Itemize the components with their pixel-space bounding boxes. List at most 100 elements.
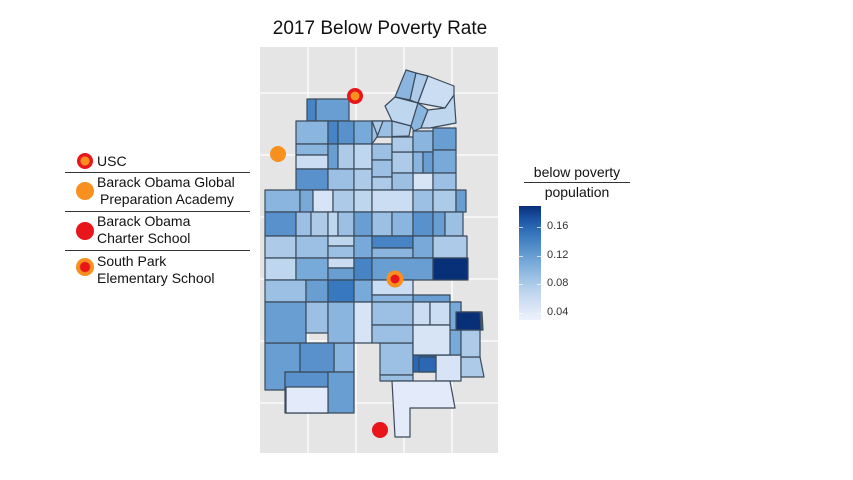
census-tract: [444, 211, 464, 237]
census-tract: [315, 98, 350, 122]
census-tract: [333, 342, 355, 373]
census-tract: [327, 143, 339, 170]
census-tract: [432, 127, 457, 151]
legend-label-line2: Preparation Academy: [100, 191, 234, 207]
colorbar-title-divider: [524, 182, 630, 183]
census-tract: [327, 267, 355, 281]
census-tract: [371, 324, 414, 344]
census-tract: [299, 189, 314, 213]
legend-label-line2: Charter School: [97, 230, 191, 246]
census-tract: [295, 120, 329, 145]
census-tract: [353, 301, 373, 344]
legend-label-line1: USC: [97, 153, 127, 169]
legend-divider: [65, 172, 250, 173]
census-tract: [353, 279, 373, 303]
usc-marker-icon: [77, 153, 93, 169]
legend-label-line1: Barack Obama: [97, 213, 191, 229]
global-prep-marker: [270, 146, 286, 162]
census-tract: [264, 257, 297, 281]
census-tract: [353, 235, 373, 259]
census-tract: [432, 149, 457, 174]
census-tract: [455, 189, 467, 213]
census-tract: [371, 176, 393, 191]
census-tract: [371, 211, 393, 237]
census-tract: [412, 130, 434, 153]
census-tract: [435, 354, 462, 382]
census-tract: [432, 235, 468, 259]
census-tract: [327, 301, 355, 344]
census-tract: [337, 143, 355, 170]
census-tract: [412, 211, 434, 237]
census-tract: [305, 301, 329, 334]
census-tract: [429, 301, 451, 326]
legend-divider: [65, 211, 250, 212]
census-tract: [299, 342, 335, 373]
census-tract: [371, 301, 414, 326]
charter-school-marker: [372, 422, 388, 438]
census-tract: [371, 235, 414, 249]
census-tract: [332, 189, 355, 213]
legend-label-line1: South Park: [97, 253, 167, 269]
census-tract: [327, 120, 339, 145]
colorbar-tick-label: 0.12: [547, 248, 569, 261]
census-tract: [455, 311, 482, 331]
census-tract: [295, 211, 312, 237]
colorbar-tick-mark: [537, 255, 541, 257]
south-park-marker-icon: [76, 258, 94, 276]
census-tract: [306, 98, 317, 122]
census-tract: [371, 159, 393, 178]
census-tract: [460, 356, 485, 378]
census-tract: [391, 172, 414, 191]
census-tract: [412, 151, 424, 174]
census-tract: [264, 211, 297, 237]
census-tract: [295, 154, 329, 170]
census-tract: [295, 168, 329, 191]
census-tract: [412, 189, 434, 213]
census-tract: [327, 168, 355, 191]
colorbar-tick-label: 0.08: [547, 277, 569, 290]
colorbar-tick-mark: [519, 255, 523, 257]
colorbar-title-line2: population: [544, 184, 610, 200]
census-tract: [353, 257, 373, 281]
census-tract: [327, 235, 355, 247]
census-tract: [432, 189, 457, 213]
legend-divider: [65, 250, 250, 251]
census-tract: [327, 371, 355, 414]
colorbar-tick-mark: [519, 227, 523, 229]
census-tract: [391, 211, 414, 237]
census-tract: [371, 294, 414, 303]
colorbar-tick-mark: [537, 227, 541, 229]
census-tract: [353, 189, 373, 213]
census-tract: [418, 356, 437, 373]
census-tract: [432, 257, 469, 281]
census-tract: [353, 143, 373, 170]
census-tracts: [264, 69, 485, 438]
school-markers: [270, 88, 404, 438]
colorbar: [519, 206, 541, 320]
map-title: 2017 Below Poverty Rate: [272, 18, 488, 39]
census-tract: [285, 386, 329, 414]
census-tract: [371, 189, 414, 213]
census-tract: [379, 374, 414, 382]
legend-label-line1: Barack Obama Global: [97, 174, 235, 190]
points-legend: USC Barack Obama Global Preparation Acad…: [0, 0, 260, 480]
census-tract: [295, 257, 329, 281]
census-tract: [391, 151, 414, 174]
census-tract: [353, 168, 373, 191]
colorbar-tick-label: 0.16: [547, 220, 569, 233]
legend-label-line2: Elementary School: [97, 270, 215, 286]
colorbar-tick-mark: [519, 284, 523, 286]
legend-item-south-park: South Park Elementary School: [97, 253, 215, 287]
census-tract: [264, 301, 307, 344]
census-tract: [412, 301, 431, 326]
census-tract: [327, 245, 355, 259]
legend-item-charter-school: Barack Obama Charter School: [97, 213, 190, 247]
colorbar-tick-mark: [537, 284, 541, 286]
census-tract: [327, 211, 339, 237]
global-prep-marker-icon: [76, 182, 94, 200]
census-tract: [412, 324, 451, 356]
census-tract: [353, 120, 373, 145]
census-tract: [412, 235, 434, 259]
census-tract: [353, 211, 373, 237]
usc-marker-center: [350, 91, 360, 101]
